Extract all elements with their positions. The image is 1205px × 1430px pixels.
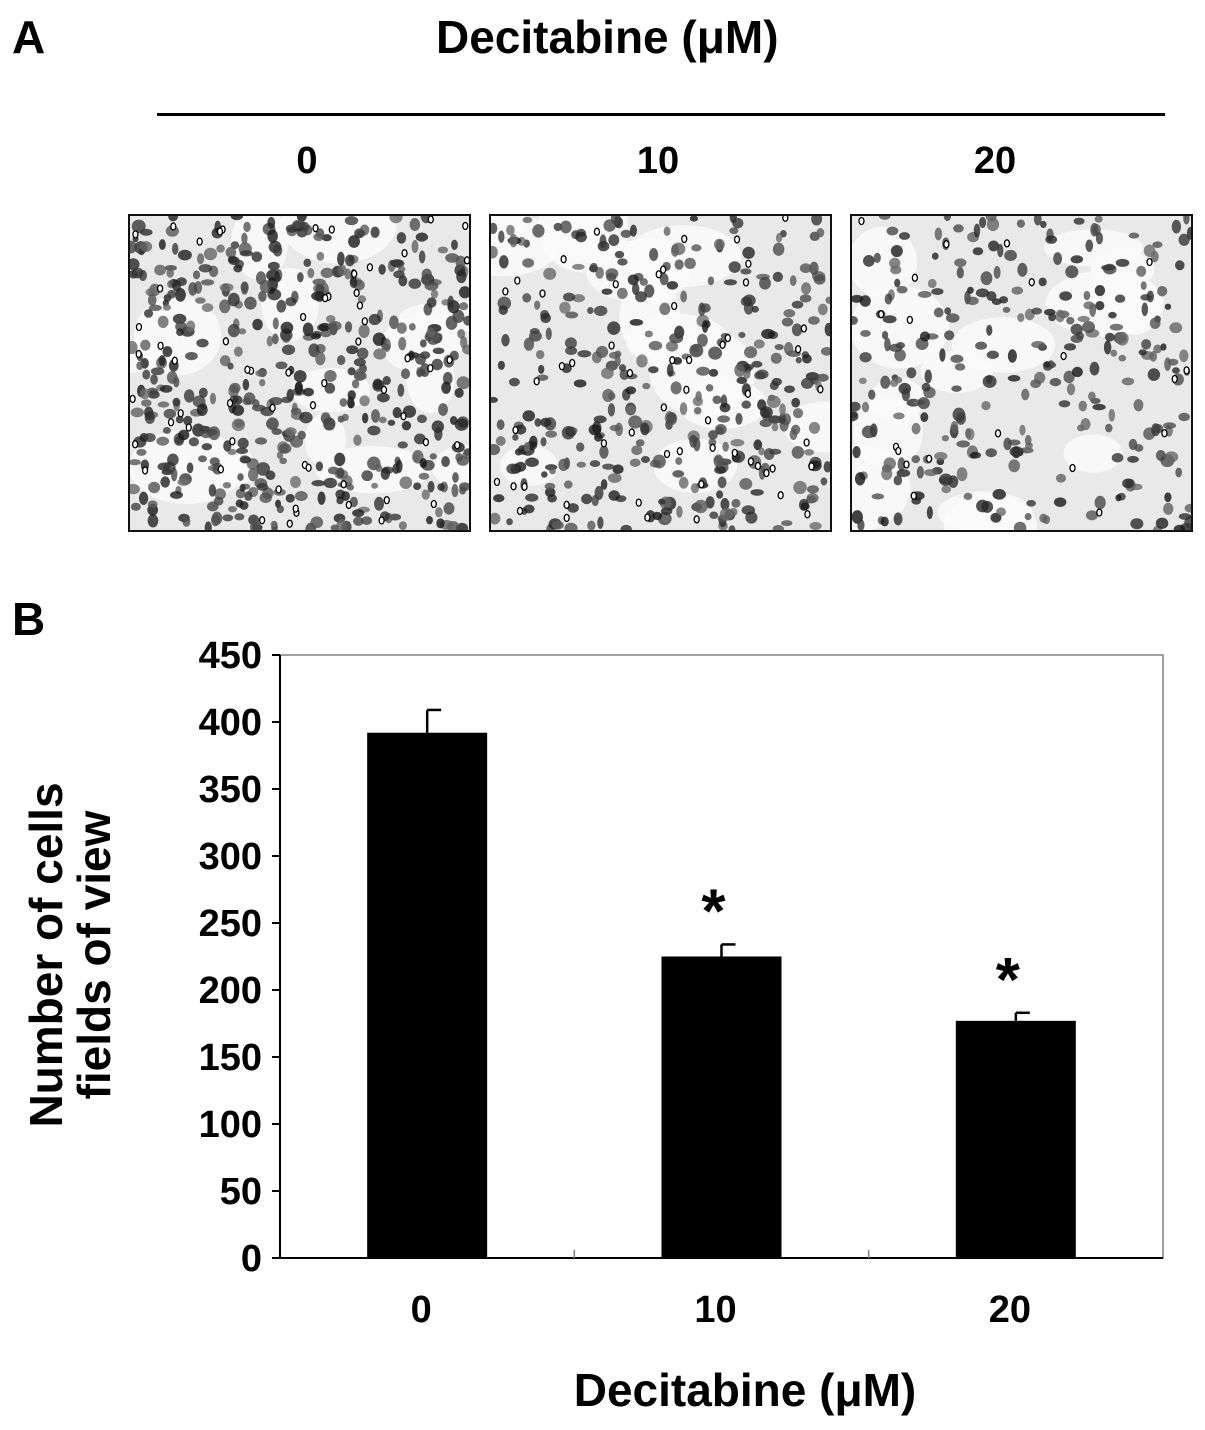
- x-tick-label-0: 0: [411, 1289, 432, 1331]
- x-axis-title: Decitabine (μM): [574, 1364, 917, 1416]
- micrograph-0: [128, 214, 471, 532]
- x-tick-label-20: 20: [989, 1289, 1031, 1331]
- dose-bracket-line: [157, 113, 1165, 116]
- micrograph-10: [489, 214, 832, 532]
- panel-a-label: A: [12, 11, 46, 63]
- y-tick-label: 450: [199, 635, 262, 677]
- y-axis-title-line-1: Number of cells: [20, 782, 72, 1127]
- bar-0: [367, 732, 488, 1258]
- y-tick-label: 0: [241, 1238, 262, 1280]
- bar-20: [955, 1020, 1076, 1258]
- y-tick-label: 50: [220, 1171, 262, 1213]
- y-tick-label: 250: [199, 903, 262, 945]
- y-axis-title-line-2: fields of view: [68, 810, 120, 1099]
- dose-label-20: 20: [973, 140, 1017, 182]
- significance-mark-20: *: [996, 946, 1021, 1015]
- micrograph-20: [850, 214, 1193, 532]
- significance-mark-10: *: [701, 877, 726, 946]
- panel-b-label: B: [12, 593, 46, 645]
- panel-a-title: Decitabine (μM): [436, 11, 779, 63]
- y-tick-label: 200: [199, 970, 262, 1012]
- dose-label-0: 0: [296, 140, 318, 182]
- y-tick-label: 300: [199, 836, 262, 878]
- x-tick-label-10: 10: [694, 1289, 736, 1331]
- y-tick-label: 400: [199, 702, 262, 744]
- y-tick-label: 350: [199, 769, 262, 811]
- y-tick-label: 150: [199, 1037, 262, 1079]
- dose-label-10: 10: [636, 140, 680, 182]
- y-tick-label: 100: [199, 1104, 262, 1146]
- bar-10: [661, 956, 782, 1258]
